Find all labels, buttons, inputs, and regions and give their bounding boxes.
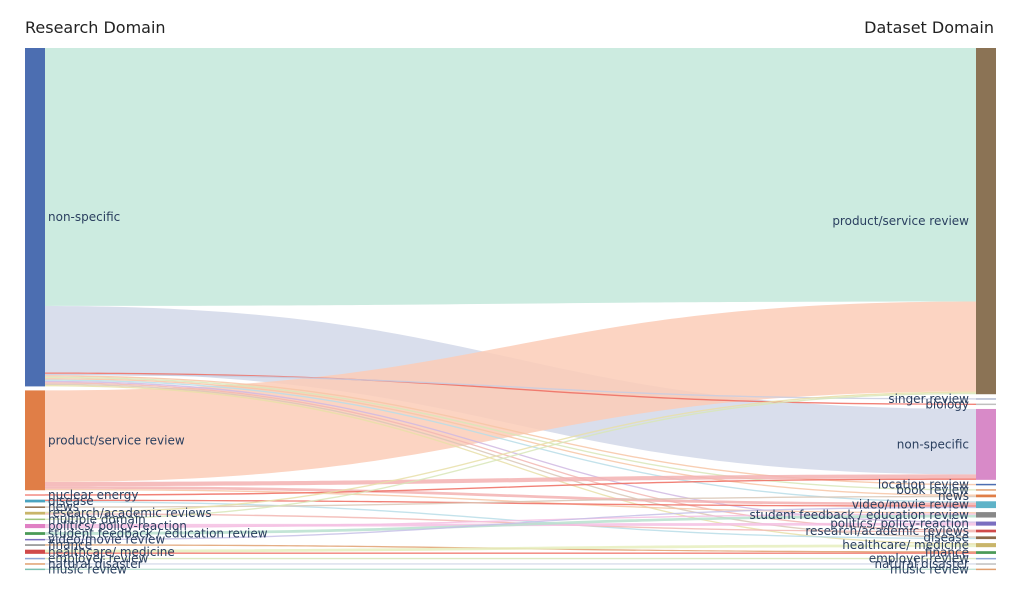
right-node-student-feedback-education-review[interactable] (976, 512, 996, 518)
right-node-label-finance: finance (925, 546, 969, 560)
left-node-disease[interactable] (25, 499, 45, 503)
left-node-healthcare-medicine[interactable] (25, 549, 45, 554)
sankey-labels: non-specific product/service review nuclea… (48, 210, 969, 576)
link-non-specific-to-video-movie-review[interactable] (45, 379, 976, 503)
link-video-movie-review-to-video-movie-review[interactable] (45, 506, 976, 541)
left-node-label-disease: disease (48, 494, 94, 508)
right-node-music-review[interactable] (976, 568, 996, 571)
left-node-label-employer-review: employer review (48, 552, 148, 566)
link-non-specific-to-news[interactable] (45, 378, 976, 496)
right-node-label-news: news (938, 489, 969, 503)
right-node-label-product-service-review: product/service review (832, 214, 969, 228)
left-node-label-video-movie-review: video/movie review (48, 533, 165, 547)
right-node-disease[interactable] (976, 536, 996, 540)
link-non-specific-to-biology[interactable] (45, 372, 976, 405)
link-politics-policy-reaction-to-student-feedback-education-review[interactable] (45, 513, 976, 529)
link-product-service-review-to-product-service-review[interactable] (45, 301, 976, 482)
link-news-to-news[interactable] (45, 495, 976, 508)
link-product-service-review-to-student-feedback-education-review[interactable] (45, 488, 976, 514)
right-node-natural-disaster[interactable] (976, 563, 996, 565)
link-non-specific-to-healthcare-medicine[interactable] (45, 385, 976, 545)
right-node-location-review[interactable] (976, 483, 996, 486)
left-node-label-multiple-domain: multiple domain (48, 512, 146, 526)
left-node-label-news: news (48, 500, 79, 514)
right-node-healthcare-medicine[interactable] (976, 543, 996, 548)
link-natural-disaster-to-natural-disaster[interactable] (45, 563, 976, 565)
right-node-label-book-review: book review (896, 483, 969, 497)
right-node-label-natural-disaster: natural disaster (874, 557, 969, 571)
right-node-label-non-specific: non-specific (897, 437, 969, 451)
right-node-video-movie-review[interactable] (976, 501, 996, 509)
right-column-title: Dataset Domain (864, 18, 994, 37)
right-node-non-specific[interactable] (976, 408, 996, 480)
right-node-label-research-academic-reviews: research/academic reviews (805, 524, 969, 538)
link-student-feedback-education-review-to-student-feedback-education-review[interactable] (45, 514, 976, 535)
right-node-singer-review[interactable] (976, 398, 996, 400)
sankey-nodes (25, 48, 996, 571)
left-node-label-student-feedback-education-review: student feedback / education review (48, 527, 268, 541)
left-node-label-finance: finance (48, 538, 92, 552)
left-node-label-natural-disaster: natural disaster (48, 557, 143, 571)
link-research-academic-reviews-to-research-academic-reviews[interactable] (45, 513, 976, 533)
right-node-politics-policy-reaction[interactable] (976, 521, 996, 526)
left-node-label-non-specific: non-specific (48, 210, 120, 224)
link-healthcare-medicine-to-finance[interactable] (45, 552, 976, 554)
link-healthcare-medicine-to-healthcare-medicine[interactable] (45, 544, 976, 553)
link-product-service-review-to-video-movie-review[interactable] (45, 486, 976, 506)
left-node-product-service-review[interactable] (25, 390, 45, 491)
left-node-label-nuclear-energy: nuclear energy (48, 488, 138, 502)
right-node-label-singer-review: singer review (888, 392, 969, 406)
right-node-label-healthcare-medicine: healthcare/ medicine (842, 538, 969, 552)
right-node-research-academic-reviews[interactable] (976, 529, 996, 533)
link-employer-review-to-employer-review[interactable] (45, 557, 976, 560)
sankey-links (45, 48, 976, 570)
left-node-non-specific[interactable] (25, 48, 45, 387)
left-node-label-music-review: music review (48, 562, 127, 576)
right-node-label-employer-review: employer review (869, 552, 969, 566)
left-node-finance[interactable] (25, 544, 45, 546)
left-node-label-research-academic-reviews: research/academic reviews (48, 506, 212, 520)
link-non-specific-to-singer-review[interactable] (45, 373, 976, 400)
right-node-label-student-feedback-education-review: student feedback / education review (749, 508, 969, 522)
right-node-news[interactable] (976, 494, 996, 498)
left-node-student-feedback-education-review[interactable] (25, 532, 45, 535)
left-node-nuclear-energy[interactable] (25, 494, 45, 496)
left-node-employer-review[interactable] (25, 557, 45, 560)
right-node-label-biology: biology (925, 397, 969, 411)
link-music-review-to-music-review[interactable] (45, 568, 976, 570)
link-disease-to-disease[interactable] (45, 501, 976, 540)
right-node-biology[interactable] (976, 403, 996, 406)
left-node-research-academic-reviews[interactable] (25, 511, 45, 515)
right-node-book-review[interactable] (976, 489, 996, 491)
left-node-natural-disaster[interactable] (25, 563, 45, 565)
left-node-label-healthcare-medicine: healthcare/ medicine (48, 545, 175, 559)
link-non-specific-to-product-service-review[interactable] (45, 48, 976, 306)
link-multiple-domain-to-product-service-review[interactable] (45, 392, 976, 520)
left-node-multiple-domain[interactable] (25, 518, 45, 521)
link-research-academic-reviews-to-product-service-review[interactable] (45, 391, 976, 514)
link-non-specific-to-disease[interactable] (45, 383, 976, 538)
link-nuclear-energy-to-non-specific[interactable] (45, 478, 976, 496)
left-node-politics-policy-reaction[interactable] (25, 523, 45, 529)
left-node-video-movie-review[interactable] (25, 538, 45, 541)
right-node-label-politics-policy-reaction: politics/ policy-reaction (830, 517, 969, 531)
left-node-label-product-service-review: product/service review (48, 433, 185, 447)
link-disease-to-video-movie-review[interactable] (45, 499, 976, 507)
right-node-employer-review[interactable] (976, 557, 996, 560)
right-node-label-video-movie-review: video/movie review (852, 498, 969, 512)
link-non-specific-to-location-review[interactable] (45, 375, 976, 486)
right-node-finance[interactable] (976, 551, 996, 554)
left-node-news[interactable] (25, 506, 45, 508)
right-node-product-service-review[interactable] (976, 48, 996, 395)
left-node-music-review[interactable] (25, 568, 45, 571)
link-non-specific-to-book-review[interactable] (45, 376, 976, 491)
left-node-label-politics-policy-reaction: politics/ policy-reaction (48, 519, 187, 533)
link-product-service-review-to-non-specific[interactable] (45, 474, 976, 487)
right-node-label-disease: disease (923, 531, 969, 545)
right-node-label-location-review: location review (878, 478, 969, 492)
right-node-label-music-review: music review (890, 562, 969, 576)
left-column-title: Research Domain (25, 18, 166, 37)
